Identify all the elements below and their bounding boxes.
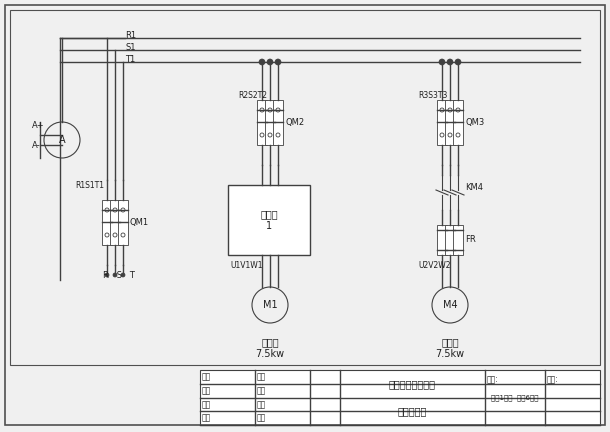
Bar bbox=[102, 200, 112, 245]
Text: 电气原理图: 电气原理图 bbox=[398, 406, 427, 416]
Bar bbox=[453, 100, 463, 145]
Bar bbox=[110, 200, 120, 245]
Text: 制图: 制图 bbox=[202, 386, 211, 395]
Text: M4: M4 bbox=[443, 300, 458, 310]
Bar bbox=[273, 100, 283, 145]
Bar bbox=[10, 10, 600, 365]
Circle shape bbox=[105, 273, 109, 277]
Text: 7.5kw: 7.5kw bbox=[256, 349, 284, 359]
Bar bbox=[437, 100, 447, 145]
Text: M1: M1 bbox=[263, 300, 278, 310]
Text: A-: A- bbox=[32, 140, 41, 149]
Text: QM2: QM2 bbox=[285, 118, 304, 127]
Circle shape bbox=[455, 59, 461, 65]
Circle shape bbox=[275, 59, 281, 65]
Text: 设计: 设计 bbox=[202, 372, 211, 381]
Text: U2V2W2: U2V2W2 bbox=[418, 260, 451, 270]
Circle shape bbox=[121, 273, 125, 277]
Bar bbox=[118, 200, 128, 245]
Bar bbox=[265, 100, 275, 145]
Text: A+: A+ bbox=[32, 121, 45, 130]
Circle shape bbox=[259, 59, 265, 65]
Text: 专业:: 专业: bbox=[547, 375, 559, 384]
Text: 工艺: 工艺 bbox=[202, 413, 211, 422]
Circle shape bbox=[447, 59, 453, 65]
Text: 批准: 批准 bbox=[257, 400, 266, 409]
Bar bbox=[453, 225, 463, 255]
Text: S1: S1 bbox=[125, 44, 135, 53]
Circle shape bbox=[267, 59, 273, 65]
Text: A: A bbox=[59, 135, 65, 145]
Text: R3S3T3: R3S3T3 bbox=[418, 90, 447, 99]
Text: FR: FR bbox=[465, 235, 476, 245]
Bar bbox=[445, 225, 455, 255]
Text: QM3: QM3 bbox=[465, 118, 484, 127]
Bar bbox=[200, 370, 600, 425]
Text: R1: R1 bbox=[125, 32, 136, 41]
Text: R1S1T1: R1S1T1 bbox=[75, 181, 104, 190]
Text: KM4: KM4 bbox=[465, 183, 483, 192]
Text: 图号:: 图号: bbox=[487, 375, 499, 384]
Bar bbox=[228, 185, 310, 255]
Text: 自动恒压供水系统: 自动恒压供水系统 bbox=[389, 379, 436, 389]
Text: 7.5kw: 7.5kw bbox=[436, 349, 465, 359]
Circle shape bbox=[113, 273, 117, 277]
Text: T1: T1 bbox=[125, 55, 135, 64]
Circle shape bbox=[439, 59, 445, 65]
Text: U1V1W1: U1V1W1 bbox=[230, 260, 262, 270]
Bar bbox=[445, 100, 455, 145]
Text: 日期: 日期 bbox=[257, 413, 266, 422]
Text: 审准: 审准 bbox=[257, 372, 266, 381]
Bar bbox=[257, 100, 267, 145]
Text: 变频器
1: 变频器 1 bbox=[260, 209, 278, 231]
Text: 审定: 审定 bbox=[257, 386, 266, 395]
Text: QM1: QM1 bbox=[130, 218, 149, 227]
Text: 第（1）张  共（6）张: 第（1）张 共（6）张 bbox=[491, 394, 539, 401]
Text: R   S   T: R S T bbox=[103, 270, 135, 280]
Text: R2S2T2: R2S2T2 bbox=[238, 90, 267, 99]
Bar bbox=[437, 225, 447, 255]
Text: 工频泵: 工频泵 bbox=[441, 337, 459, 347]
Text: 审核: 审核 bbox=[202, 400, 211, 409]
Text: 变频泵: 变频泵 bbox=[261, 337, 279, 347]
